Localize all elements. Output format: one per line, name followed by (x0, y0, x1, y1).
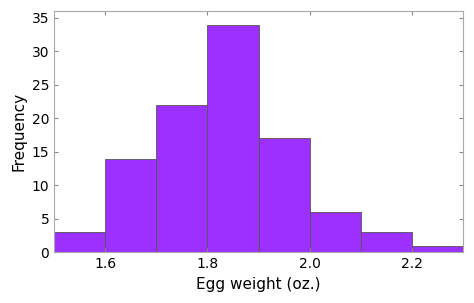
Bar (412, 246, 463, 252)
Y-axis label: Frequency: Frequency (11, 92, 26, 171)
X-axis label: Egg weight (oz.): Egg weight (oz.) (196, 277, 321, 292)
Bar (105, 158, 156, 252)
Bar (54, 232, 105, 252)
Bar (156, 105, 208, 252)
Bar (208, 25, 258, 252)
Bar (258, 138, 310, 252)
Bar (310, 212, 361, 252)
Bar (361, 232, 412, 252)
